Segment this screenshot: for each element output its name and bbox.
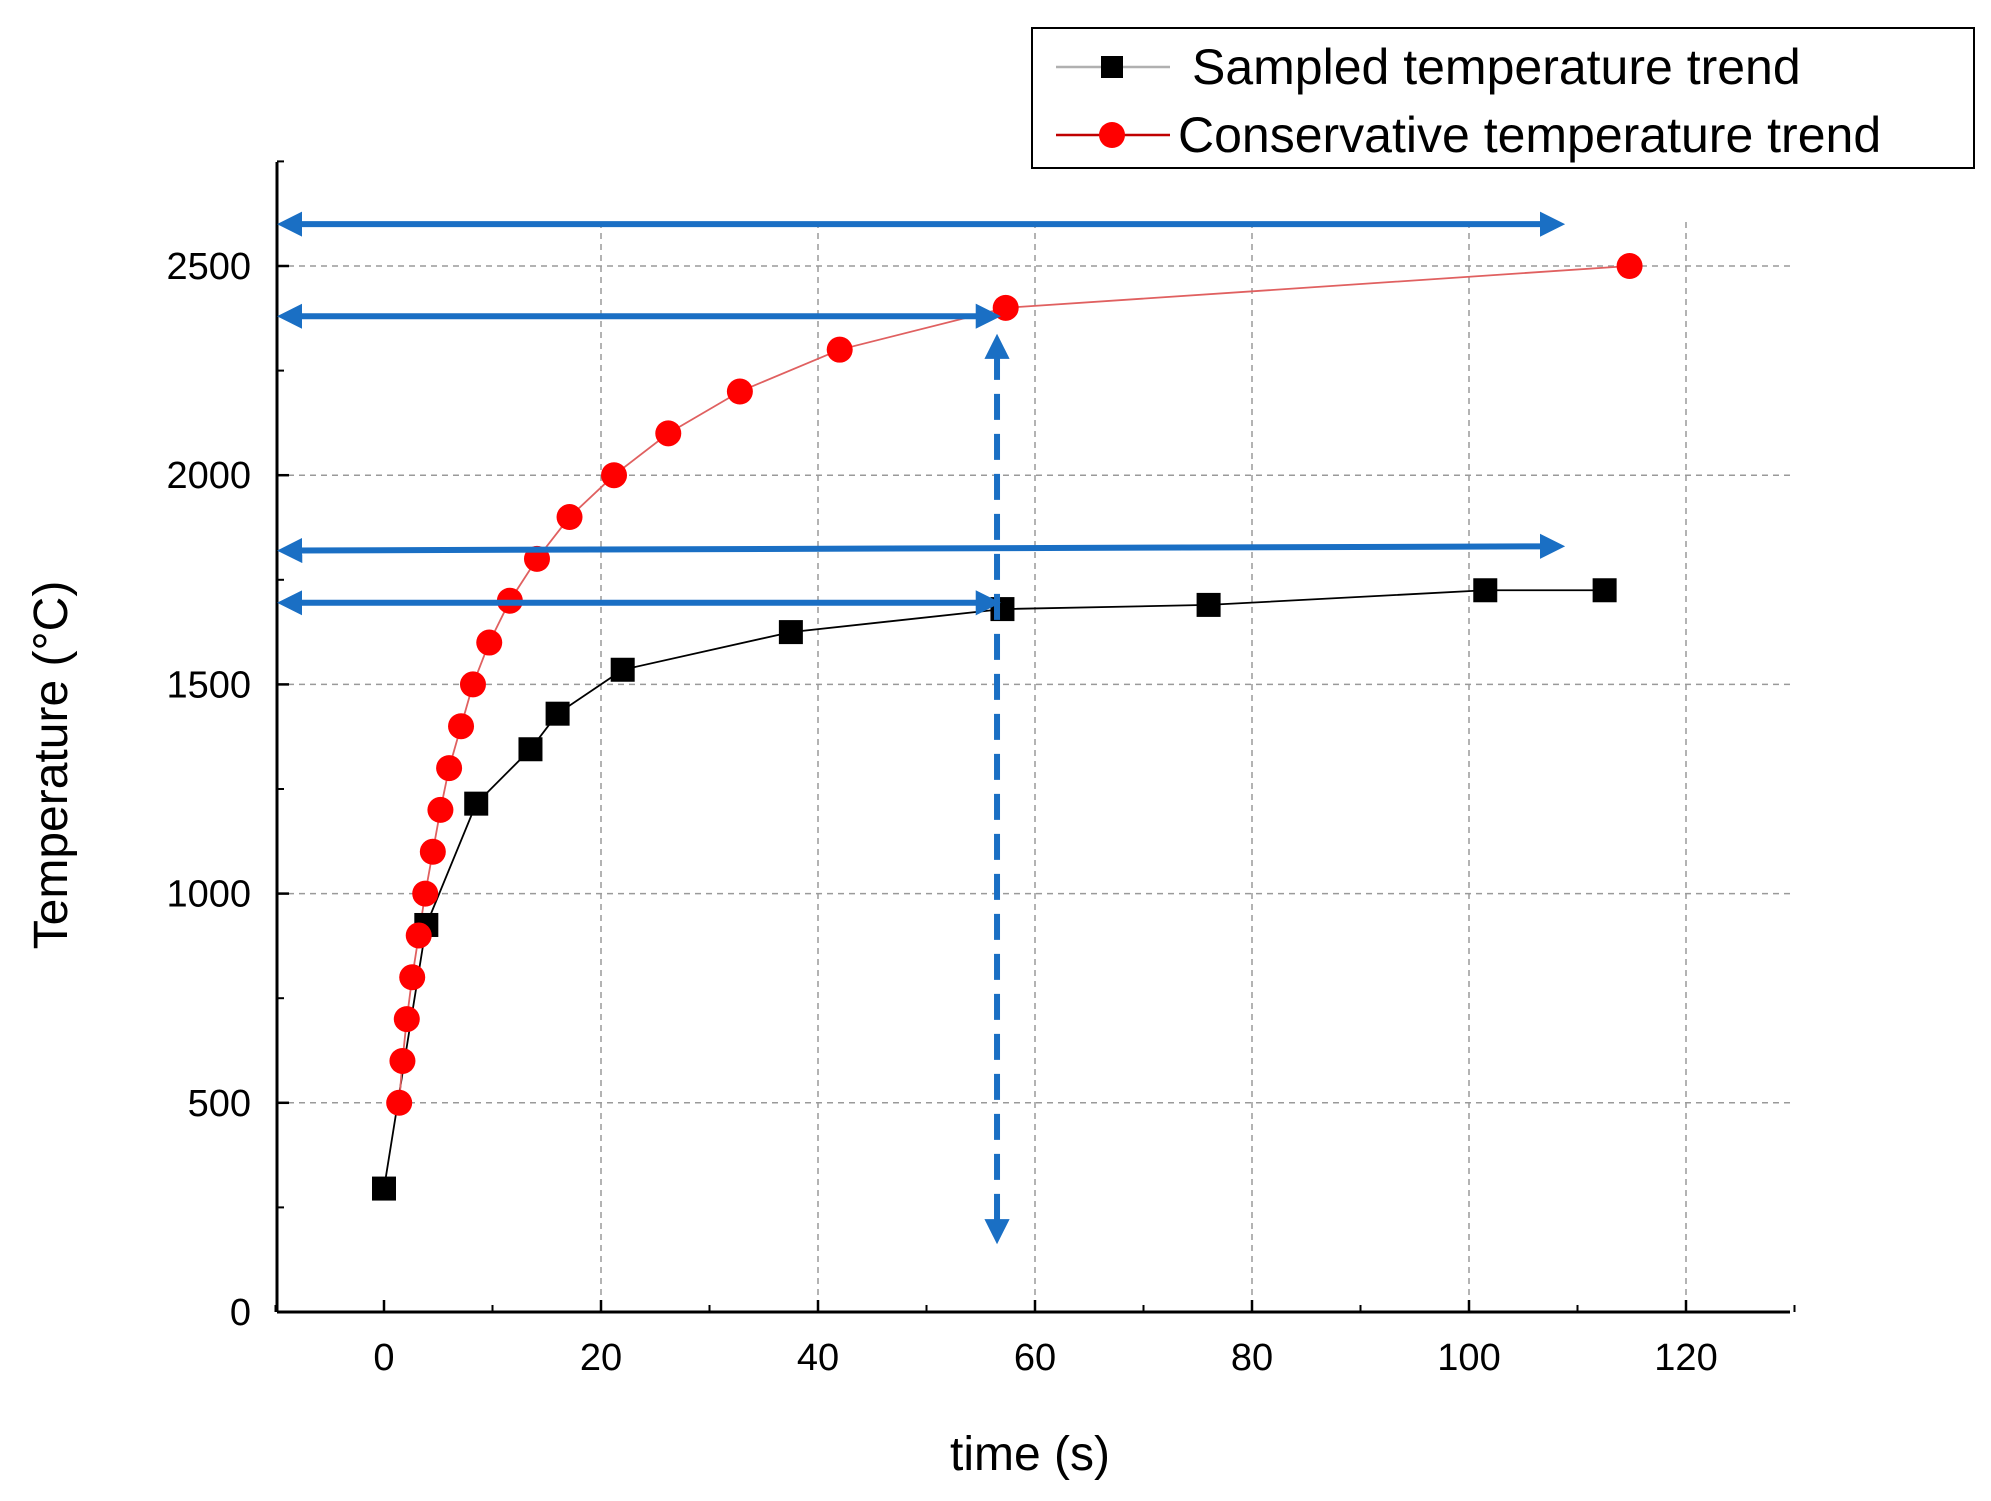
x-tick-label: 20 — [580, 1337, 622, 1379]
y-tick-label: 1000 — [166, 874, 251, 916]
conservative-point — [393, 1006, 420, 1033]
x-tick-label: 120 — [1654, 1337, 1717, 1379]
conservative-point — [826, 336, 853, 363]
sampled-point — [1196, 592, 1221, 617]
x-tick-label: 60 — [1014, 1337, 1056, 1379]
sampled-point — [464, 791, 489, 816]
x-tick-label: 80 — [1231, 1337, 1273, 1379]
conservative-point — [459, 671, 486, 698]
axes — [274, 160, 1796, 1314]
conservative-point — [448, 713, 475, 740]
conservative-point — [726, 378, 753, 405]
legend-label: Conservative temperature trend — [1178, 107, 1881, 163]
conservative-point — [405, 922, 432, 949]
conservative-point — [419, 838, 446, 865]
x-tick-label: 0 — [373, 1337, 394, 1379]
legend-box — [1031, 27, 1975, 169]
y-tick-label: 2500 — [166, 246, 251, 288]
legend-marker-square — [1101, 56, 1123, 78]
y-tick-label: 0 — [230, 1292, 251, 1334]
annotation-double-arrow — [277, 533, 1566, 564]
y-tick-label: 500 — [188, 1083, 251, 1125]
conservative-point — [436, 755, 463, 782]
sampled-point — [778, 620, 803, 645]
conservative-point — [476, 629, 503, 656]
sampled-point — [372, 1176, 396, 1201]
x-tick-label: 100 — [1437, 1337, 1500, 1379]
series-lines — [383, 265, 1630, 1189]
series-markers — [372, 253, 1643, 1201]
annotations — [277, 211, 1566, 1245]
sampled-point — [545, 701, 570, 726]
legend-marker-circle — [1099, 122, 1125, 148]
sampled-point — [1473, 578, 1498, 603]
x-axis-title: time (s) — [950, 1428, 1110, 1481]
legend: Sampled temperature trend Conservative te… — [1031, 27, 1975, 169]
sampled-point — [1592, 578, 1617, 603]
y-tick-label: 2000 — [166, 455, 251, 497]
y-axis-title: Temperature (°C) — [25, 581, 78, 950]
sampled-point — [610, 657, 635, 682]
sampled-point — [518, 737, 543, 762]
conservative-point — [556, 504, 583, 531]
conservative-point — [389, 1047, 416, 1074]
conservative-point — [412, 880, 439, 907]
conservative-point — [386, 1089, 413, 1116]
conservative-point — [427, 796, 454, 823]
y-tick-label: 1500 — [166, 664, 251, 706]
conservative-point — [655, 420, 682, 447]
grid — [277, 222, 1790, 1312]
conservative-point — [601, 462, 628, 489]
legend-label: Sampled temperature trend — [1192, 39, 1801, 95]
conservative-point — [1616, 253, 1643, 279]
conservative-point — [992, 294, 1019, 321]
x-tick-label: 40 — [797, 1337, 839, 1379]
tick-labels: 0 20 40 60 80 100 120 0 500 1000 1500 2000 2500 — [166, 246, 1717, 1379]
conservative-point — [399, 964, 426, 991]
